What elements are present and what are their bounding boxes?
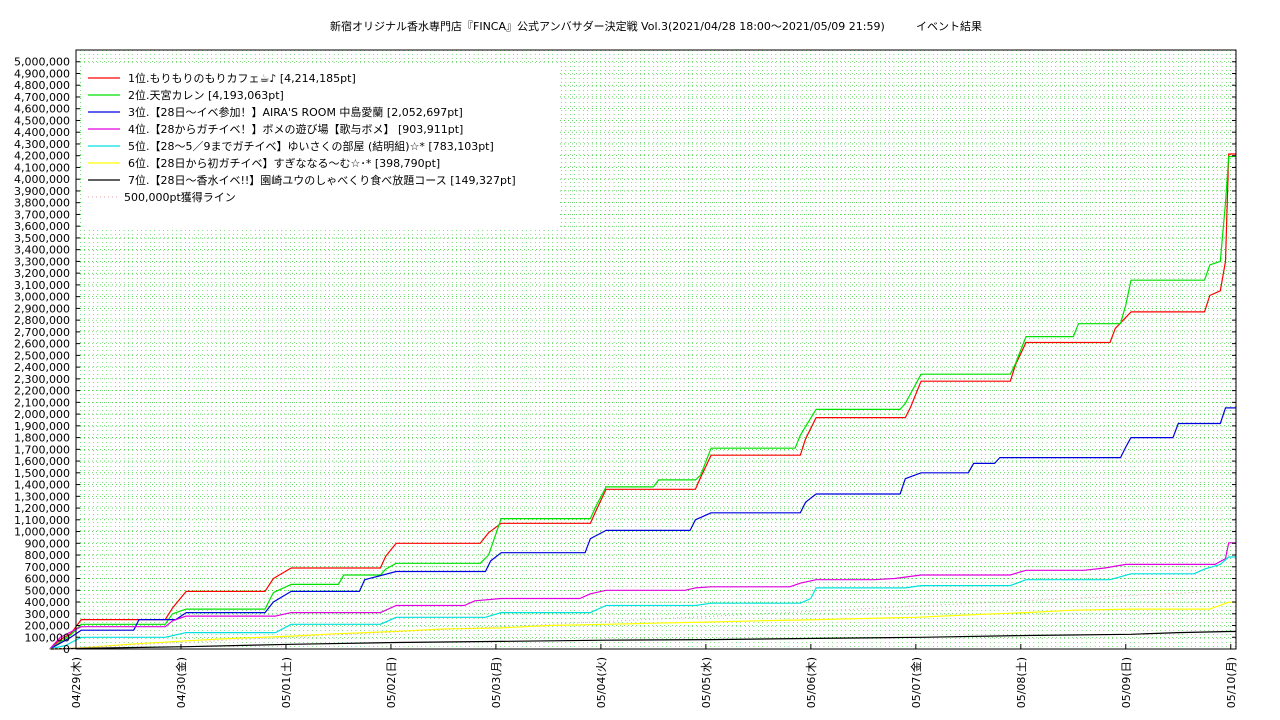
legend-entry-label: 6位.【28日から初ガチイベ】すぎななる〜む☆･* [398,790pt] <box>128 156 440 170</box>
y-tick-label: 3,000,000 <box>14 291 70 304</box>
chart-title: 新宿オリジナル香水専門店『FINCA』公式アンバサダー決定戦 Vol.3(202… <box>330 19 885 33</box>
y-tick-label: 2,800,000 <box>14 314 70 327</box>
y-tick-label: 200,000 <box>25 620 71 633</box>
plot-frame <box>75 49 1237 650</box>
y-tick-label: 2,500,000 <box>14 349 70 362</box>
y-tick-label: 1,600,000 <box>14 455 70 468</box>
legend-entry-label: 3位.【28日〜イベ参加！】AIRA'S ROOM 中島愛蘭 [2,052,69… <box>128 105 463 119</box>
series-line-3 <box>49 407 1236 650</box>
legend-entry-label: 2位.天宮カレン [4,193,063pt] <box>128 88 284 102</box>
y-tick-label: 1,200,000 <box>14 502 70 515</box>
y-tick-label: 2,100,000 <box>14 396 70 409</box>
x-tick-label: 05/08(土) <box>1015 657 1028 708</box>
x-tick-label: 04/30(金) <box>174 657 188 708</box>
y-tick-label: 3,900,000 <box>14 185 70 198</box>
x-tick-label: 05/04(火) <box>595 657 608 708</box>
x-tick-label: 05/05(水) <box>700 657 713 708</box>
legend-entry-label: 1位.もりもりのもりカフェ☕♪ [4,214,185pt] <box>128 71 356 85</box>
y-tick-label: 5,000,000 <box>14 56 70 69</box>
y-tick-label: 4,500,000 <box>14 114 70 127</box>
x-tick-label: 05/06(木) <box>805 657 818 708</box>
series-line-2 <box>49 155 1236 650</box>
grid-lines <box>75 50 1236 649</box>
chart-subtitle: イベント結果 <box>916 19 982 33</box>
x-axis-ticks: 04/29(木) 04/30(金) 05/01(土) 05/02(日) 05/03(月)… <box>70 644 1238 708</box>
y-tick-label: 3,600,000 <box>14 220 70 233</box>
series-line-4 <box>49 542 1236 650</box>
y-tick-label: 600,000 <box>25 573 71 586</box>
y-tick-label: 800,000 <box>25 549 71 562</box>
legend-entry-label: 4位.【28からガチイベ！】ボメの遊び場【歌与ボメ】 [903,911pt] <box>128 122 463 136</box>
y-tick-label: 2,600,000 <box>14 338 70 351</box>
y-tick-label: 300,000 <box>25 608 71 621</box>
y-tick-label: 2,400,000 <box>14 361 70 374</box>
y-tick-label: 4,800,000 <box>14 79 70 92</box>
y-tick-label: 2,200,000 <box>14 385 70 398</box>
y-tick-label: 1,900,000 <box>14 420 70 433</box>
legend-background <box>84 64 560 228</box>
y-tick-label: 2,700,000 <box>14 326 70 339</box>
y-tick-label: 1,500,000 <box>14 467 70 480</box>
y-tick-label: 1,300,000 <box>14 490 70 503</box>
y-tick-label: 400,000 <box>25 596 71 609</box>
legend-entry-label: 500,000pt獲得ライン <box>124 191 236 204</box>
series-line-7 <box>49 630 1236 650</box>
y-tick-label: 500,000 <box>25 584 71 597</box>
y-tick-label: 4,200,000 <box>14 150 70 163</box>
x-tick-label: 05/07(金) <box>909 657 923 708</box>
x-tick-label: 04/29(木) <box>70 657 83 708</box>
y-tick-label: 0 <box>63 643 70 656</box>
y-tick-label: 100,000 <box>25 631 71 644</box>
legend: 1位.もりもりのもりカフェ☕♪ [4,214,185pt] 2位.天宮カレン [4… <box>88 71 516 204</box>
series-lines <box>49 153 1237 650</box>
y-tick-label: 4,400,000 <box>14 126 70 139</box>
x-tick-label: 05/02(日) <box>385 657 398 708</box>
y-tick-label: 4,700,000 <box>14 91 70 104</box>
y-tick-label: 3,300,000 <box>14 255 70 268</box>
y-tick-label: 4,600,000 <box>14 103 70 116</box>
y-tick-label: 3,200,000 <box>14 267 70 280</box>
y-tick-label: 2,300,000 <box>14 373 70 386</box>
y-tick-label: 1,800,000 <box>14 432 70 445</box>
y-tick-label: 1,000,000 <box>14 526 70 539</box>
series-line-6 <box>49 601 1236 650</box>
x-tick-label: 05/01(土) <box>280 657 293 708</box>
y-tick-label: 3,400,000 <box>14 244 70 257</box>
y-tick-label: 4,100,000 <box>14 161 70 174</box>
y-tick-label: 1,400,000 <box>14 479 70 492</box>
series-line-1 <box>49 153 1236 650</box>
y-tick-label: 1,700,000 <box>14 443 70 456</box>
y-tick-label: 4,000,000 <box>14 173 70 186</box>
y-tick-label: 2,000,000 <box>14 408 70 421</box>
legend-entry-label: 7位.【28日〜香水イベ!!】園崎ユウのしゃべくり食べ放題コース [149,32… <box>128 173 516 187</box>
y-tick-label: 3,500,000 <box>14 232 70 245</box>
y-tick-label: 1,100,000 <box>14 514 70 527</box>
y-tick-label: 3,700,000 <box>14 208 70 221</box>
y-tick-label: 4,300,000 <box>14 138 70 151</box>
x-tick-label: 05/09(日) <box>1120 657 1133 708</box>
x-tick-label: 05/10(月) <box>1225 657 1238 708</box>
legend-entry-label: 5位.【28〜5／9までガチイベ】ゆいさくの部屋 (結明組)☆* [783,10… <box>128 139 494 153</box>
y-tick-label: 3,100,000 <box>14 279 70 292</box>
y-tick-label: 2,900,000 <box>14 302 70 315</box>
y-axis-ticks: 0100,000200,000300,000400,000500,000600,… <box>14 56 1236 656</box>
y-tick-label: 3,800,000 <box>14 197 70 210</box>
x-tick-label: 05/03(月) <box>490 657 503 708</box>
series-line-5 <box>49 556 1236 650</box>
y-tick-label: 900,000 <box>25 537 71 550</box>
y-tick-label: 4,900,000 <box>14 67 70 80</box>
y-tick-label: 700,000 <box>25 561 71 574</box>
